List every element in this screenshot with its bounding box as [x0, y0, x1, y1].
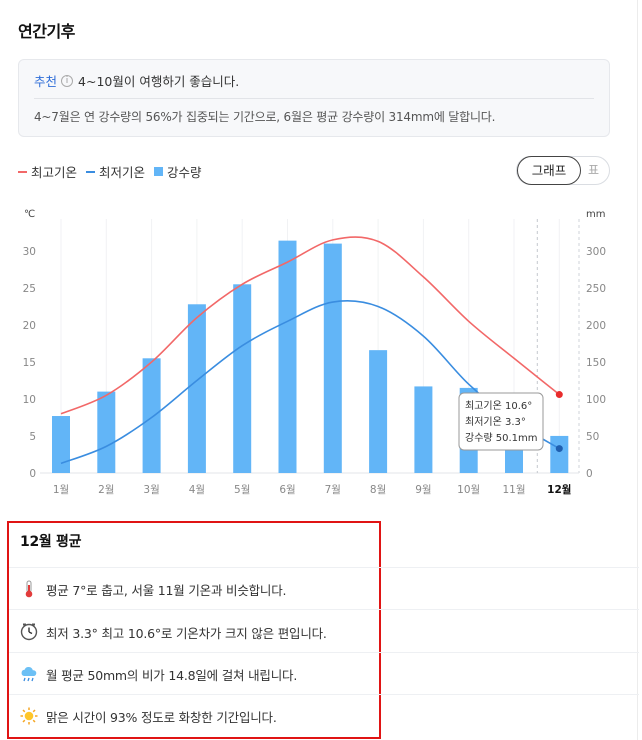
tooltip-text: 최고기온 10.6°: [465, 400, 532, 412]
y-left-tick: 30: [23, 246, 36, 258]
right-border: [637, 0, 638, 740]
y-right-tick: 200: [586, 320, 606, 332]
x-tick-label: 4월: [189, 484, 205, 496]
summary-text: 월 평균 50mm의 비가 14.8일에 걸쳐 내립니다.: [46, 667, 298, 683]
rain-cloud-icon: [20, 665, 38, 683]
y-right-tick: 0: [586, 468, 593, 480]
info-icon[interactable]: i: [61, 74, 74, 87]
chart-legend: 최고기온 최저기온 강수량: [18, 162, 211, 181]
divider: [34, 98, 594, 99]
y-right-tick: 300: [586, 246, 606, 258]
precip-bar: [142, 358, 161, 473]
legend-precip-label: 강수량: [167, 165, 202, 180]
summary-row-sun: 맑은 시간이 93% 정도로 화창한 기간입니다.: [20, 706, 277, 726]
summary-row-range: 최저 3.3° 최고 10.6°로 기온차가 크지 않은 편입니다.: [20, 622, 327, 642]
legend-max-temp: 최고기온: [18, 162, 77, 181]
x-tick-label: 10월: [457, 484, 480, 496]
x-tick-label: 8월: [370, 484, 386, 496]
chart-tooltip: [458, 392, 544, 451]
table-toggle-button[interactable]: 표: [588, 163, 600, 177]
precip-bar: [550, 435, 569, 473]
x-tick-label: 1월: [53, 484, 69, 496]
y-left-unit: ℃: [24, 209, 35, 220]
x-tick-label: 2월: [98, 484, 114, 496]
precip-bar: [97, 391, 116, 473]
recommendation-row: 추천 i 4~10월이 여행하기 좋습니다.: [34, 71, 239, 90]
y-left-tick: 20: [23, 320, 36, 332]
precip-bar: [323, 243, 342, 473]
divider: [9, 609, 639, 610]
clock-icon: [20, 623, 38, 641]
summary-text: 평균 7°로 춥고, 서울 11월 기온과 비슷합니다.: [46, 582, 287, 598]
divider: [9, 694, 639, 695]
y-right-unit: mm: [586, 209, 605, 220]
y-right-tick: 150: [586, 357, 606, 369]
legend-precip: 강수량: [154, 162, 202, 181]
summary-text: 맑은 시간이 93% 정도로 화창한 기간입니다.: [46, 709, 277, 725]
max-temp-line: [60, 236, 560, 415]
divider: [9, 567, 639, 568]
x-tick-label: 3월: [143, 484, 159, 496]
y-left-tick: 15: [23, 357, 36, 369]
precip-bar: [414, 386, 433, 473]
summary-row-temp: 평균 7°로 춥고, 서울 11월 기온과 비슷합니다.: [20, 579, 286, 599]
y-left-tick: 0: [29, 468, 36, 480]
y-left-tick: 5: [29, 431, 36, 443]
x-tick-label: 11월: [502, 484, 525, 496]
x-tick-label: 6월: [279, 484, 295, 496]
section-title: 연간기후: [18, 22, 75, 41]
thermometer-icon: [20, 580, 38, 598]
sun-icon: [20, 707, 38, 725]
x-tick-label: 12월: [547, 483, 571, 496]
y-right-tick: 50: [586, 431, 599, 443]
recommendation-box: 추천 i 4~10월이 여행하기 좋습니다. 4~7월은 연 강수량의 56%가…: [18, 59, 610, 137]
y-left-tick: 25: [23, 283, 36, 295]
legend-max-temp-label: 최고기온: [31, 165, 78, 180]
precip-bar: [278, 240, 297, 473]
y-right-tick: 100: [586, 394, 606, 406]
precip-bar: [369, 350, 388, 473]
precip-bar: [187, 304, 206, 473]
tooltip-text: 최저기온 3.3°: [465, 416, 526, 428]
min-temp-line: [60, 300, 560, 465]
divider: [9, 652, 639, 653]
summary-row-rain: 월 평균 50mm의 비가 14.8일에 걸쳐 내립니다.: [20, 664, 297, 684]
tooltip-text: 강수량 50.1mm: [465, 432, 538, 444]
x-tick-label: 9월: [415, 484, 431, 496]
summary-title: 12월 평균: [20, 534, 82, 550]
recommendation-text: 4~10월이 여행하기 좋습니다.: [78, 74, 240, 89]
summary-text: 최저 3.3° 최고 10.6°로 기온차가 크지 않은 편입니다.: [46, 625, 327, 641]
graph-toggle-button[interactable]: 그래프: [517, 156, 581, 185]
x-tick-label: 7월: [325, 484, 341, 496]
precip-bar: [233, 284, 252, 473]
max-temp-line-point: [555, 391, 563, 399]
recommendation-tag: 추천: [34, 74, 58, 89]
monthly-summary: 12월 평균 평균 7°로 춥고, 서울 11월 기온과 비슷합니다. 최저 3…: [7, 521, 639, 739]
x-tick-label: 5월: [234, 484, 250, 496]
recommendation-detail: 4~7월은 연 강수량의 56%가 집중되는 기간으로, 6월은 평균 강수량이…: [34, 110, 496, 124]
legend-min-temp: 최저기온: [86, 162, 145, 181]
y-right-tick: 250: [586, 283, 606, 295]
view-toggle: 그래프 표: [516, 156, 610, 185]
min-temp-line-point: [555, 445, 563, 453]
legend-min-temp-label: 최저기온: [99, 165, 146, 180]
precip-bar: [52, 416, 70, 473]
y-left-tick: 10: [23, 394, 36, 406]
